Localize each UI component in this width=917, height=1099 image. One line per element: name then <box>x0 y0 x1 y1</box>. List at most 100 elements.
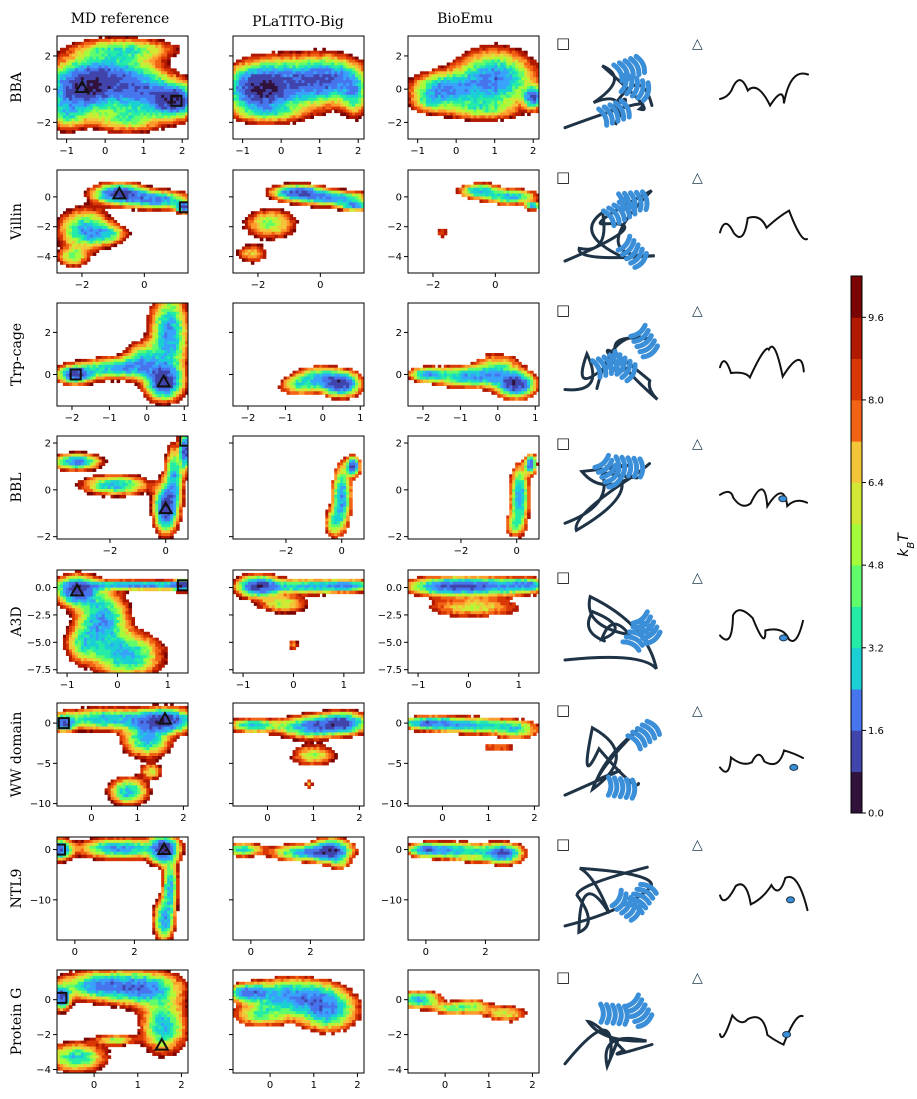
density-cell <box>298 106 303 111</box>
density-cell <box>485 118 489 122</box>
density-cell <box>164 364 168 369</box>
density-cell <box>256 255 261 259</box>
density-cell <box>479 103 484 108</box>
density-cell <box>68 208 73 212</box>
density-cell <box>322 68 326 72</box>
density-cell <box>509 193 513 198</box>
density-cell <box>101 91 106 96</box>
density-cell <box>304 50 309 55</box>
density-cell <box>334 193 338 198</box>
density-cell <box>440 65 445 69</box>
density-cell <box>98 234 103 239</box>
density-cell <box>92 127 97 131</box>
density-cell <box>521 103 525 108</box>
density-cell <box>161 44 165 49</box>
density-cell <box>244 246 249 251</box>
density-cell <box>92 50 97 55</box>
density-cell <box>182 106 186 111</box>
density-cell <box>328 94 332 99</box>
density-cell <box>322 94 326 99</box>
density-cell <box>116 68 121 72</box>
density-cell <box>77 361 82 366</box>
density-cell <box>494 196 498 201</box>
density-cell <box>515 199 519 203</box>
density-cell <box>304 68 309 72</box>
density-cell <box>425 103 430 108</box>
density-cell <box>244 71 249 75</box>
density-cell <box>361 199 364 203</box>
density-cell <box>265 115 270 119</box>
density-cell <box>292 59 297 64</box>
density-cell <box>503 74 507 78</box>
density-cell <box>527 56 531 61</box>
density-cell <box>152 118 156 122</box>
density-cell <box>161 323 165 328</box>
density-cell <box>250 100 255 105</box>
density-cell <box>316 80 320 84</box>
density-cell <box>286 112 291 117</box>
density-cell <box>158 91 162 96</box>
density-cell <box>155 320 159 325</box>
density-cell <box>71 44 76 49</box>
density-cell <box>292 225 297 230</box>
density-cell <box>119 124 124 128</box>
density-cell <box>268 106 273 111</box>
density-cell <box>107 118 112 122</box>
density-cell <box>71 246 76 251</box>
density-cell <box>437 112 442 117</box>
density-cell <box>455 190 460 195</box>
density-cell <box>57 83 61 87</box>
density-cell <box>95 211 100 215</box>
density-cell <box>77 246 82 251</box>
density-cell <box>134 44 138 49</box>
density-cell <box>65 217 70 221</box>
density-cell <box>98 181 103 186</box>
density-cell <box>80 228 85 233</box>
density-cell <box>140 187 144 192</box>
density-cell <box>467 112 472 117</box>
density-cell <box>80 222 85 227</box>
density-cell <box>271 83 276 87</box>
density-cell <box>482 83 487 87</box>
density-cell <box>325 103 329 108</box>
density-cell <box>68 74 73 78</box>
density-cell <box>289 199 294 203</box>
density-cell <box>57 252 61 256</box>
density-cell <box>524 97 528 102</box>
density-cell <box>265 228 270 233</box>
density-cell <box>164 311 168 316</box>
density-cell <box>134 121 138 125</box>
density-cell <box>155 65 159 69</box>
density-cell <box>155 118 159 122</box>
density-cell <box>86 208 91 212</box>
density-cell <box>119 65 124 69</box>
density-cell <box>497 53 501 58</box>
density-cell <box>59 80 64 84</box>
density-cell <box>446 112 451 117</box>
density-cell <box>83 47 88 52</box>
density-cell <box>173 320 177 325</box>
density-cell <box>244 56 249 61</box>
density-cell <box>449 115 454 119</box>
density-cell <box>74 91 79 96</box>
density-cell <box>122 109 127 114</box>
density-cell <box>512 83 516 87</box>
density-cell <box>244 86 249 90</box>
density-cell <box>241 252 246 256</box>
density-cell <box>104 53 109 58</box>
density-cell <box>161 347 165 351</box>
density-cell <box>86 199 91 203</box>
density-cell <box>140 193 144 198</box>
density-cell <box>71 86 76 90</box>
density-cell <box>107 243 112 248</box>
density-cell <box>422 97 427 102</box>
density-cell <box>89 77 94 81</box>
density-cell <box>158 106 162 111</box>
density-cell <box>74 261 79 265</box>
density-cell <box>233 83 237 87</box>
density-cell <box>262 220 267 224</box>
density-cell <box>410 100 415 105</box>
density-cell <box>262 103 267 108</box>
density-cell <box>325 187 329 192</box>
density-cell <box>319 77 323 81</box>
